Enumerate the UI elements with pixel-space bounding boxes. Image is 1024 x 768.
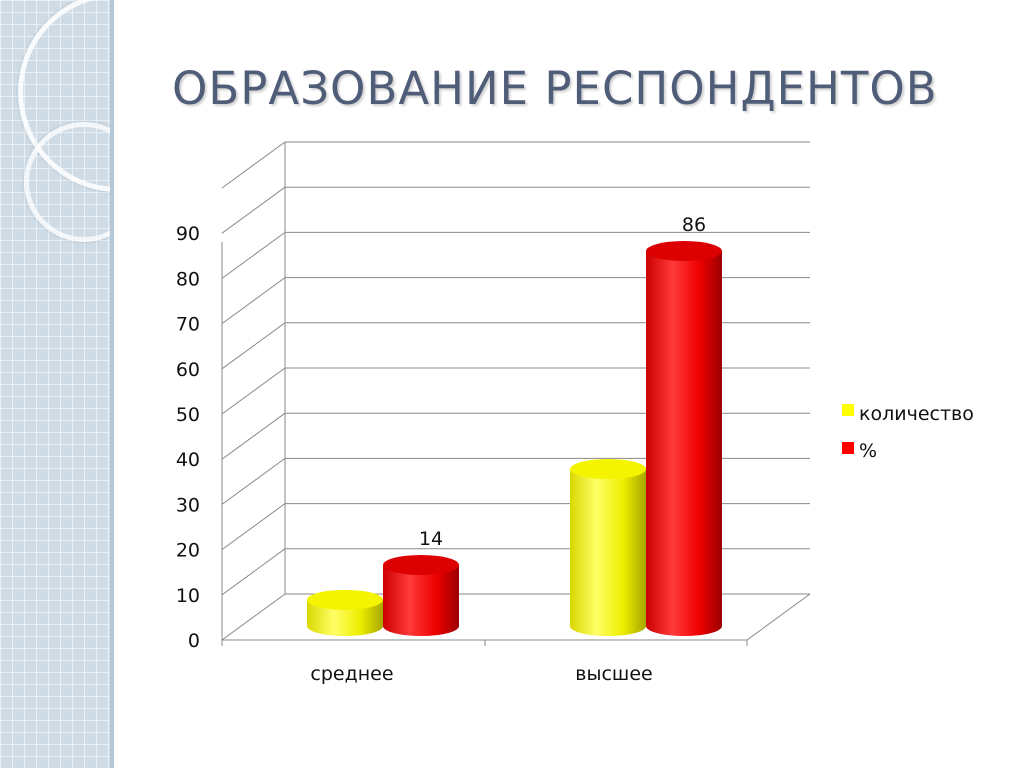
bar-cylinder bbox=[646, 251, 722, 637]
y-axis-ticks: 0 10 20 30 40 50 60 70 80 90 bbox=[176, 223, 200, 652]
data-labels: 14 86 bbox=[419, 214, 706, 550]
y-tick-label: 70 bbox=[176, 314, 200, 336]
chart-axes bbox=[221, 242, 811, 646]
gridline-side bbox=[221, 141, 286, 189]
y-tick-label: 20 bbox=[176, 540, 200, 562]
gridline-side bbox=[221, 457, 286, 505]
bar-cylinder-top bbox=[307, 589, 383, 610]
decorative-side-panel bbox=[0, 0, 114, 768]
legend-swatch bbox=[842, 404, 854, 416]
bar-cylinder-top bbox=[570, 459, 646, 480]
decorative-ring bbox=[24, 122, 114, 242]
y-tick-label: 90 bbox=[176, 223, 200, 245]
y-tick-label: 60 bbox=[176, 359, 200, 381]
bar-cylinder-top bbox=[646, 241, 722, 262]
y-tick-label: 0 bbox=[188, 630, 200, 652]
chart-legend: количество % bbox=[842, 403, 974, 462]
x-axis-categories: среднее высшее bbox=[310, 663, 652, 685]
chart-bars bbox=[307, 241, 722, 637]
bar-cylinder bbox=[307, 599, 383, 636]
legend-swatch bbox=[842, 442, 854, 454]
y-tick-label: 50 bbox=[176, 404, 200, 426]
x-category-label: высшее bbox=[575, 663, 652, 685]
gridline-side bbox=[221, 503, 286, 551]
bar-cylinder bbox=[570, 469, 646, 636]
gridline-side bbox=[221, 231, 286, 279]
gridline-side bbox=[221, 186, 286, 234]
gridline-side bbox=[221, 277, 286, 325]
gridline-side bbox=[221, 367, 286, 415]
gridline-side bbox=[221, 412, 286, 460]
gridline-side bbox=[221, 322, 286, 370]
bar-cylinder-top bbox=[383, 554, 459, 575]
bar-cylinder bbox=[383, 564, 459, 636]
floor-edge bbox=[746, 593, 811, 641]
data-label: 86 bbox=[682, 214, 706, 236]
side-panel-edge bbox=[110, 0, 114, 768]
y-tick-label: 10 bbox=[176, 585, 200, 607]
x-category-label: среднее bbox=[310, 663, 393, 685]
gridline-side bbox=[221, 593, 286, 641]
gridline-side bbox=[221, 548, 286, 596]
legend-label: количество bbox=[859, 403, 974, 425]
legend-label: % bbox=[859, 440, 877, 462]
y-tick-label: 40 bbox=[176, 449, 200, 471]
slide-title: ОБРАЗОВАНИЕ РЕСПОНДЕНТОВ bbox=[172, 62, 938, 115]
y-tick-label: 80 bbox=[176, 268, 200, 290]
data-label: 14 bbox=[419, 528, 443, 550]
y-tick-label: 30 bbox=[176, 494, 200, 516]
chart-grid bbox=[221, 141, 810, 641]
